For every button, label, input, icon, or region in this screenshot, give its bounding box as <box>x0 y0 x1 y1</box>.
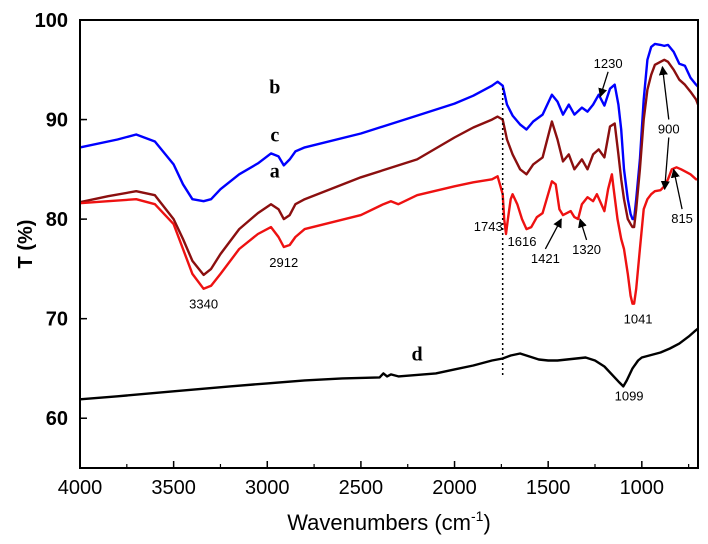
y-axis-title: T (%) <box>15 220 37 269</box>
annotation-arrow-1421 <box>544 218 562 250</box>
series-label-b: b <box>269 77 280 99</box>
annotation-arrow-815 <box>670 168 683 210</box>
series-line-d <box>79 327 699 401</box>
x-axis-title-end: ) <box>483 510 490 535</box>
annotation-1099: 1099 <box>615 388 644 403</box>
y-tick-label-70: 70 <box>46 309 68 331</box>
annotation-1616: 1616 <box>508 234 537 249</box>
annotation-arrow-900-2 <box>660 137 670 191</box>
annotation-1230: 1230 <box>594 56 623 71</box>
series-line-a <box>79 166 698 305</box>
annotation-900: 900 <box>658 121 680 136</box>
annotation-layer: 3340 2912 1743 1616 1421 1320 1230 900 815 1041 10… <box>189 56 693 404</box>
series-line-c <box>79 58 700 277</box>
x-tick-label-2500: 2500 <box>339 477 384 499</box>
annotation-arrow-1320 <box>578 218 588 241</box>
x-tick-label-1000: 1000 <box>620 477 665 499</box>
x-tick-label-3500: 3500 <box>151 477 196 499</box>
x-tick-label-3000: 3000 <box>245 477 290 499</box>
plot-frame <box>79 19 699 469</box>
series-label-d: d <box>412 343 423 365</box>
annotation-2912: 2912 <box>269 255 298 270</box>
y-tick-label-80: 80 <box>46 209 68 231</box>
series-label-a: a <box>270 160 280 182</box>
x-axis-ticks: 4000 3500 3000 2500 2000 1500 1000 <box>58 461 690 499</box>
x-axis-title-superscript: -1 <box>471 508 484 524</box>
annotation-1041: 1041 <box>624 312 653 327</box>
series-line-b <box>79 42 699 221</box>
x-axis-title-main: Wavenumbers (cm <box>287 510 471 535</box>
y-tick-label-100: 100 <box>35 10 68 32</box>
y-axis-ticks: 60 70 80 90 100 <box>35 10 87 430</box>
x-tick-label-1500: 1500 <box>526 477 571 499</box>
x-tick-label-4000: 4000 <box>58 477 103 499</box>
series-layer <box>79 42 700 401</box>
annotation-3340: 3340 <box>189 297 218 312</box>
annotation-arrow-1230 <box>598 71 609 98</box>
y-tick-label-90: 90 <box>46 110 68 132</box>
y-tick-label-60: 60 <box>46 408 68 430</box>
annotation-arrow-900 <box>658 65 670 120</box>
annotation-815: 815 <box>671 211 693 226</box>
annotation-1320: 1320 <box>572 242 601 257</box>
x-axis-title: Wavenumbers (cm-1) <box>287 508 491 535</box>
annotation-1421: 1421 <box>531 251 560 266</box>
x-tick-label-2000: 2000 <box>432 477 477 499</box>
series-label-layer: b ca d <box>269 77 422 366</box>
annotation-1743: 1743 <box>474 219 503 234</box>
series-label-c: c <box>270 124 279 146</box>
